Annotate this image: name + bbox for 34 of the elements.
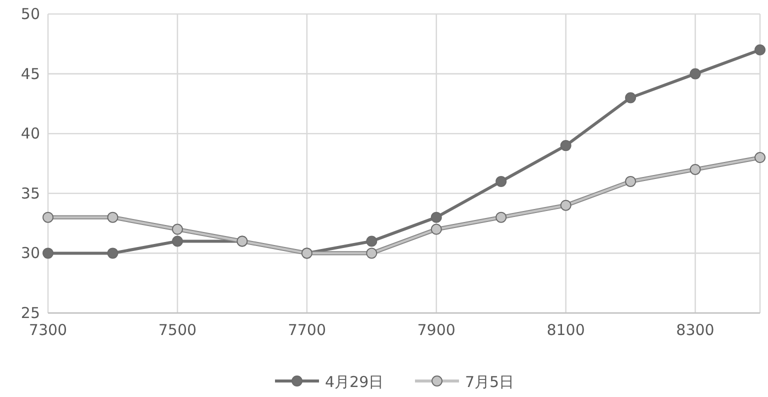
point [754, 44, 766, 56]
point [172, 236, 183, 247]
x-tick-label: 7700 [288, 321, 326, 339]
y-tick-label: 35 [20, 184, 40, 202]
x-tick-label: 8100 [546, 321, 585, 339]
point [366, 248, 378, 259]
point [496, 212, 507, 223]
point [430, 224, 442, 235]
y-tick-label: 30 [20, 244, 40, 262]
point [496, 176, 507, 187]
x-tick-label: 7900 [417, 321, 456, 339]
point [560, 200, 572, 211]
point [690, 68, 701, 80]
point [107, 248, 118, 259]
point [690, 164, 701, 175]
point [107, 212, 118, 223]
x-tick-label: 8300 [676, 321, 714, 339]
point [625, 92, 636, 104]
y-tick-label: 40 [20, 124, 40, 143]
point [42, 212, 54, 223]
point [366, 236, 378, 247]
y-tick-label: 45 [20, 64, 40, 83]
point [754, 152, 766, 164]
point [172, 224, 183, 235]
legend-label: 4月29日 [325, 373, 384, 391]
x-tick-label: 7500 [158, 321, 197, 339]
y-tick-label: 25 [20, 304, 40, 322]
point [430, 212, 442, 223]
legend-label: 7月5日 [465, 373, 514, 391]
point [42, 248, 54, 259]
x-tick-label: 7300 [28, 321, 68, 339]
point [625, 176, 636, 187]
point [560, 140, 572, 152]
y-tick-label: 50 [20, 5, 40, 23]
